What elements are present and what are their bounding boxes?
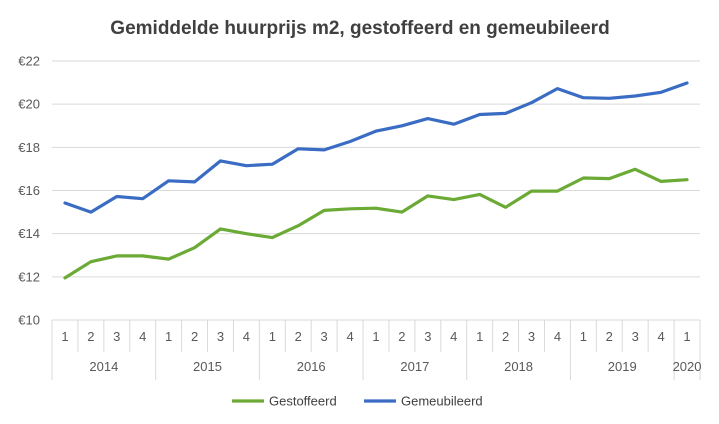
x-tick-label: 3 xyxy=(217,329,224,344)
x-tick-label: 4 xyxy=(554,329,561,344)
series-line-gemeubileerd xyxy=(63,81,689,214)
y-tick-label: €18 xyxy=(18,140,40,155)
chart-title: Gemiddelde huurprijs m2, gestoffeerd en … xyxy=(110,18,609,39)
series-line-gestoffeerd xyxy=(63,167,689,280)
y-tick-label: €20 xyxy=(18,97,40,112)
x-group-label: 2019 xyxy=(608,359,637,374)
x-tick-label: 3 xyxy=(113,329,120,344)
x-group-label: 2015 xyxy=(193,359,222,374)
x-tick-label: 2 xyxy=(295,329,302,344)
x-tick-label: 2 xyxy=(398,329,405,344)
x-group-label: 2017 xyxy=(400,359,429,374)
x-tick-label: 2 xyxy=(87,329,94,344)
x-tick-label: 2 xyxy=(191,329,198,344)
x-tick-label: 3 xyxy=(321,329,328,344)
series-lines xyxy=(63,81,689,280)
x-tick-label: 2 xyxy=(606,329,613,344)
x-tick-label: 4 xyxy=(139,329,146,344)
x-tick-label: 1 xyxy=(372,329,379,344)
x-tick-label: 1 xyxy=(580,329,587,344)
y-tick-label: €14 xyxy=(18,226,40,241)
x-tick-label: 1 xyxy=(269,329,276,344)
gridlines xyxy=(52,60,700,321)
legend-label-gestoffeerd: Gestoffeerd xyxy=(269,394,337,409)
x-tick-label: 2 xyxy=(502,329,509,344)
y-tick-label: €12 xyxy=(18,269,40,284)
y-axis: €10 €12 €14 €16 €18 €20 €22 xyxy=(18,54,40,328)
y-tick-label: €22 xyxy=(18,54,40,69)
x-tick-label: 4 xyxy=(658,329,665,344)
x-tick-label: 4 xyxy=(243,329,250,344)
x-tick-label: 1 xyxy=(476,329,483,344)
x-group-label: 2016 xyxy=(297,359,326,374)
x-tick-label: 4 xyxy=(450,329,457,344)
x-tick-label: 3 xyxy=(424,329,431,344)
x-tick-label: 3 xyxy=(632,329,639,344)
y-tick-label: €10 xyxy=(18,313,40,328)
x-group-label: 2020 xyxy=(673,359,702,374)
x-tick-label: 1 xyxy=(683,329,690,344)
y-tick-label: €16 xyxy=(18,183,40,198)
x-tick-label: 4 xyxy=(346,329,353,344)
x-tick-label: 1 xyxy=(61,329,68,344)
legend-label-gemeubileerd: Gemeubileerd xyxy=(401,394,483,409)
x-group-label: 2014 xyxy=(89,359,118,374)
legend: Gestoffeerd Gemeubileerd xyxy=(232,394,483,409)
x-axis: 1 2 3 4 1 2 3 4 1 2 3 4 1 2 3 4 1 2 3 4 1 2 3 4 1 2014 2015 2016 201… xyxy=(51,320,702,380)
x-group-label: 2018 xyxy=(504,359,533,374)
x-tick-label: 1 xyxy=(165,329,172,344)
x-tick-label: 3 xyxy=(528,329,535,344)
